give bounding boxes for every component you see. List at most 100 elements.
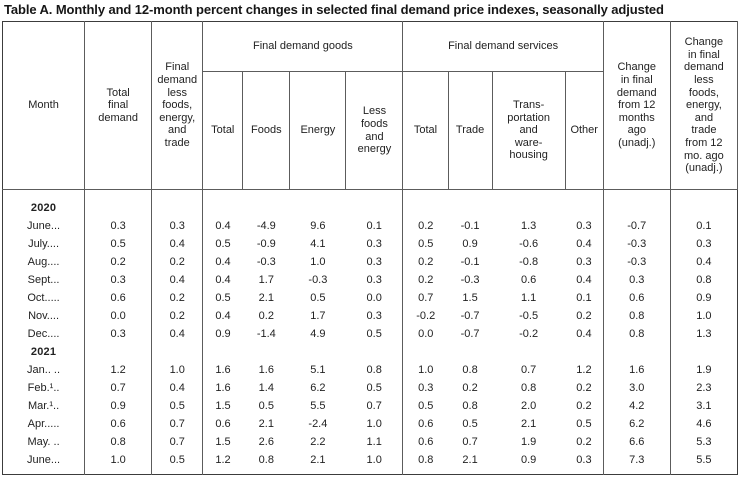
value-cell: 1.0 xyxy=(84,451,153,469)
header-row-subcolumns: Total Foods Energy Less foods and energy… xyxy=(3,71,738,190)
table-title: Table A. Monthly and 12-month percent ch… xyxy=(4,2,664,17)
value-cell: 1.3 xyxy=(520,220,537,232)
value-cell: 2.1 xyxy=(520,418,537,430)
value-cell xyxy=(448,343,492,361)
table-row: Aug.... 0.2 0.2 0.4 -0.3 1.0 0.3 0.2 -0.1 -0.8 0.3… xyxy=(2,253,738,271)
value-cell: 1.2 xyxy=(84,361,153,379)
table-row: June... 0.3 0.3 0.4 -4.9 9.6 0.1 0.2 -0.1 1.3 0.3-… xyxy=(2,217,738,235)
value-cell: 1.9 xyxy=(696,364,712,376)
table-row: Feb.¹.. 0.7 0.4 1.6 1.4 6.2 0.5 0.3 0.2 0.8 0.2 3.0… xyxy=(2,379,738,397)
value-cell: 4.1 xyxy=(310,238,326,250)
value-cell: 0.2 xyxy=(151,253,204,271)
value-cell: 0.7 xyxy=(151,415,204,433)
value-cell: 0.2 xyxy=(462,382,478,394)
value-cell: 1.0 xyxy=(696,310,712,322)
value-cell: -0.1 xyxy=(460,220,480,232)
table-row: Mar.¹.. 0.9 0.5 1.5 0.5 5.5 0.7 0.5 0.8 2.0 0.2 4.2… xyxy=(2,397,738,415)
table-row: Sept... 0.3 0.4 0.4 1.7 -0.3 0.3 0.2 -0.3 0.6 0.4 0… xyxy=(2,271,738,289)
value-cell: 0.9 xyxy=(520,454,537,466)
col-header-services-trade: Trade xyxy=(448,71,493,190)
value-cell xyxy=(345,343,404,361)
month-label: June... xyxy=(2,217,86,235)
month-label: Aug.... xyxy=(2,253,86,271)
value-cell: 0.4 xyxy=(151,235,204,253)
value-cell xyxy=(151,343,204,361)
value-cell: 0.3 xyxy=(345,307,404,325)
value-cell: -0.2 xyxy=(416,310,436,322)
value-cell: 0.8 xyxy=(462,364,478,376)
value-cell: 0.4 xyxy=(565,325,604,343)
table-row: Jan.. .. 1.2 1.0 1.6 1.6 5.1 0.8 1.0 0.8 0.7 1.2 1.… xyxy=(2,361,738,379)
value-cell: 0.8 xyxy=(603,325,671,343)
value-cell: 5.1 xyxy=(310,364,326,376)
value-cell: 0.5 xyxy=(215,292,231,304)
value-cell xyxy=(448,199,492,217)
value-cell: 2.1 xyxy=(258,292,274,304)
value-cell: 0.6 xyxy=(418,418,434,430)
month-label: Feb.¹.. xyxy=(2,379,86,397)
group-header-final-demand-goods: Final demand goods xyxy=(202,21,404,72)
value-cell xyxy=(290,199,346,217)
value-cell: 0.3 xyxy=(565,253,604,271)
value-cell: 0.2 xyxy=(565,379,604,397)
value-cell: 0.2 xyxy=(418,274,434,286)
value-cell: 1.6 xyxy=(215,364,231,376)
value-cell: 0.7 xyxy=(345,397,404,415)
value-cell: 5.5 xyxy=(310,400,326,412)
table-row: Nov.... 0.0 0.2 0.4 0.2 1.7 0.3 -0.2 -0.7 -0.5 0.2… xyxy=(2,307,738,325)
col-header-services-transportation: Trans- portation and ware- housing xyxy=(492,71,566,190)
value-cell: 2.1 xyxy=(310,454,326,466)
value-cell: 4.6 xyxy=(696,418,712,430)
month-label: Apr..... xyxy=(2,415,86,433)
table-row: June... 1.0 0.5 1.2 0.8 2.1 1.0 0.8 2.1 0.9 0.3 7.3… xyxy=(2,451,738,469)
value-cell: 0.5 xyxy=(258,400,274,412)
value-cell: 1.6 xyxy=(603,361,671,379)
value-cell: 0.2 xyxy=(258,310,274,322)
col-header-goods-total: Total xyxy=(202,71,244,190)
value-cell: 1.4 xyxy=(258,382,274,394)
value-cell: 0.7 xyxy=(151,433,204,451)
table-row: Apr..... 0.6 0.7 0.6 2.1 -2.4 1.0 0.6 0.5 2.1 0.5 6… xyxy=(2,415,738,433)
value-cell: 0.8 xyxy=(258,454,274,466)
value-cell: 0.8 xyxy=(603,307,671,325)
value-cell xyxy=(84,343,153,361)
year-label: 2021 xyxy=(2,343,86,361)
value-cell: 0.3 xyxy=(696,238,712,250)
value-cell: 0.9 xyxy=(462,238,478,250)
value-cell: 1.5 xyxy=(462,292,478,304)
value-cell: 2.1 xyxy=(462,454,478,466)
value-cell: 0.2 xyxy=(565,307,604,325)
month-label: June... xyxy=(2,451,86,469)
value-cell: 3.0 xyxy=(603,379,671,397)
col-header-services-total: Total xyxy=(402,71,449,190)
value-cell: 0.2 xyxy=(84,253,153,271)
value-cell: -0.2 xyxy=(519,328,539,340)
value-cell: 0.6 xyxy=(418,436,434,448)
value-cell xyxy=(151,199,204,217)
value-cell: 4.9 xyxy=(310,328,326,340)
col-header-total-final-demand: Total final demand xyxy=(84,21,153,190)
value-cell: 0.2 xyxy=(418,220,434,232)
value-cell: -0.8 xyxy=(519,256,539,268)
value-cell xyxy=(345,199,404,217)
value-cell: -0.9 xyxy=(256,238,276,250)
price-index-table: Month Total final demand Final demand le… xyxy=(2,21,739,475)
value-cell: 0.9 xyxy=(696,292,712,304)
value-cell: 2.2 xyxy=(310,436,326,448)
value-cell: 1.3 xyxy=(696,328,712,340)
value-cell: 0.1 xyxy=(696,220,712,232)
month-label: Sept... xyxy=(2,271,86,289)
value-cell: -1.4 xyxy=(256,328,276,340)
value-cell: -0.7 xyxy=(460,310,480,322)
value-cell: 0.3 xyxy=(345,271,404,289)
value-cell xyxy=(492,343,565,361)
value-cell: 7.3 xyxy=(603,451,671,469)
col-header-goods-foods: Foods xyxy=(242,71,291,190)
value-cell: 0.5 xyxy=(151,397,204,415)
value-cell xyxy=(603,199,671,217)
value-cell: 2.3 xyxy=(696,382,712,394)
col-header-goods-energy: Energy xyxy=(289,71,347,190)
value-cell: 0.3 xyxy=(603,271,671,289)
value-cell: 0.1 xyxy=(565,289,604,307)
value-cell: 2.1 xyxy=(258,418,274,430)
